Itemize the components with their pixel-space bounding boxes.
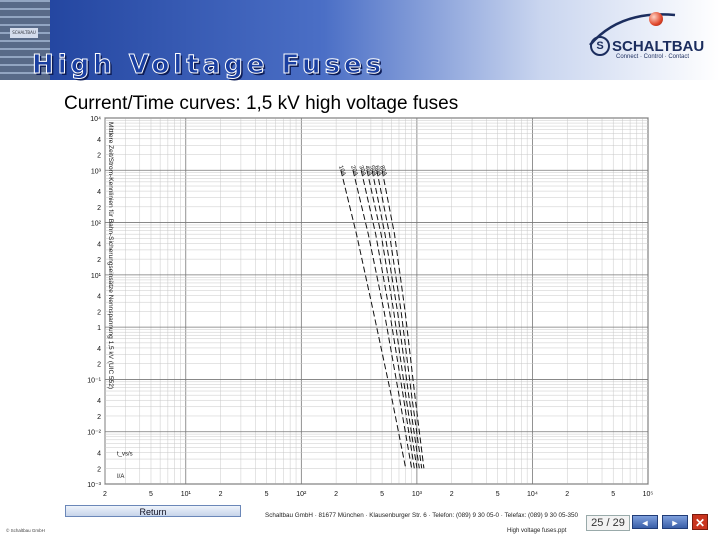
company-logo: S SCHALTBAU Connect · Control · Contact [590, 36, 710, 60]
x-tick-label: 10⁴ [527, 491, 538, 498]
y-tick-label: 4 [97, 398, 101, 405]
y-axis-label: Mittlere Zeit/Strom-Kennlinien für Bahn-… [107, 122, 114, 389]
x-tick-label: 5 [380, 491, 384, 498]
return-button[interactable]: Return [65, 505, 241, 517]
x-tick-label: 2 [334, 491, 338, 498]
y-tick-label: 10⁴ [90, 116, 101, 123]
x-tick-label: 2 [450, 491, 454, 498]
next-arrow-icon: ► [670, 518, 680, 528]
y-tick-label: 10³ [91, 168, 102, 175]
company-address: Schaltbau GmbH · 81677 München · Klausen… [265, 512, 579, 519]
y-tick-label: 2 [97, 466, 101, 473]
prev-slide-button[interactable]: ◄ [632, 515, 658, 529]
close-button[interactable]: ✕ [692, 514, 708, 530]
x-tick-label: 10² [296, 491, 307, 498]
fuse-curve-chart: 2 5 10¹ 2 5 10² 2 5 10³ 2 5 10⁴ 2 5 10⁵ 10⁴ 4 2 10³ 4 2 10² 4 2… [60, 112, 660, 502]
x-tick-label: 10³ [412, 491, 423, 498]
next-slide-button[interactable]: ► [662, 515, 688, 529]
curve-label: 10A [337, 165, 346, 177]
company-slogan: Connect · Control · Contact [616, 54, 690, 60]
building-photo: SCHALTBAU [0, 0, 50, 80]
y-tick-label: 2 [97, 205, 101, 212]
y-tick-label: 2 [97, 257, 101, 264]
x-tick-label: 2 [103, 491, 107, 498]
slide-subtitle: Current/Time curves: 1,5 kV high voltage… [64, 93, 459, 114]
y-tick-label: 2 [97, 362, 101, 369]
page-counter: 25 / 29 [586, 515, 630, 531]
y-tick-label: 4 [97, 137, 101, 144]
fuse-curve-60A [376, 170, 423, 469]
curve-label: 40A [363, 165, 372, 177]
y-tick-label: 4 [97, 346, 101, 353]
y-tick-label: 10¹ [91, 273, 102, 280]
x-tick-label: 2 [565, 491, 569, 498]
y-tick-label: 2 [97, 153, 101, 160]
x-tick-label: 10⁵ [643, 491, 654, 498]
company-name: SCHALTBAU [612, 37, 705, 55]
x-axis-label: I/A [117, 474, 124, 480]
plot-frame [104, 117, 649, 485]
curve-label: 60A [373, 165, 382, 177]
prev-arrow-icon: ◄ [640, 518, 650, 528]
y-tick-label: 4 [97, 451, 101, 458]
slide-header: SCHALTBAU High Voltage Fuses S SCHALTBAU … [0, 0, 720, 81]
curve-label: 80A [378, 165, 387, 177]
y-tick-label: 4 [97, 189, 101, 196]
x-tick-label: 5 [149, 491, 153, 498]
curve-label: 50A [368, 165, 377, 177]
x-tick-label: 10¹ [181, 491, 192, 498]
y-tick-label: 10⁻³ [87, 482, 101, 489]
curve-label: 20A [349, 165, 358, 177]
slide-title: High Voltage Fuses [31, 50, 386, 81]
x-tick-label: 2 [219, 491, 223, 498]
file-name: High voltage fuses.ppt [507, 528, 567, 534]
building-sign: SCHALTBAU [10, 28, 38, 38]
chart-svg: 2 5 10¹ 2 5 10² 2 5 10³ 2 5 10⁴ 2 5 10⁵ 10⁴ 4 2 10³ 4 2 10² 4 2… [87, 116, 654, 498]
fuse-curve-10A [340, 170, 407, 469]
fuse-curve-50A [371, 170, 420, 469]
y-tick-label: 4 [97, 241, 101, 248]
x-tick-label: 5 [496, 491, 500, 498]
logo-orb-icon [649, 12, 663, 26]
y-tick-label: 1 [97, 325, 101, 332]
fuse-curve-20A [352, 170, 413, 469]
y-tick-label: 10⁻² [87, 430, 101, 437]
close-icon: ✕ [694, 516, 706, 530]
curve-label: 30A [357, 165, 366, 177]
y-tick-label: 4 [97, 294, 101, 301]
y-tick-label: 10² [91, 221, 102, 228]
y-tick-label: 10⁻¹ [87, 377, 101, 384]
copyright-note: © Schaltbau GmbH [6, 528, 45, 533]
x-tick-label: 5 [611, 491, 615, 498]
x-tick-label: 5 [265, 491, 269, 498]
schaltbau-mark-icon: S [590, 36, 610, 56]
fuse-curve-30A [360, 170, 415, 469]
unit-label: t_vs/s [117, 452, 133, 458]
fuse-curve-40A [366, 170, 418, 469]
y-tick-label: 2 [97, 309, 101, 316]
y-tick-label: 2 [97, 414, 101, 421]
